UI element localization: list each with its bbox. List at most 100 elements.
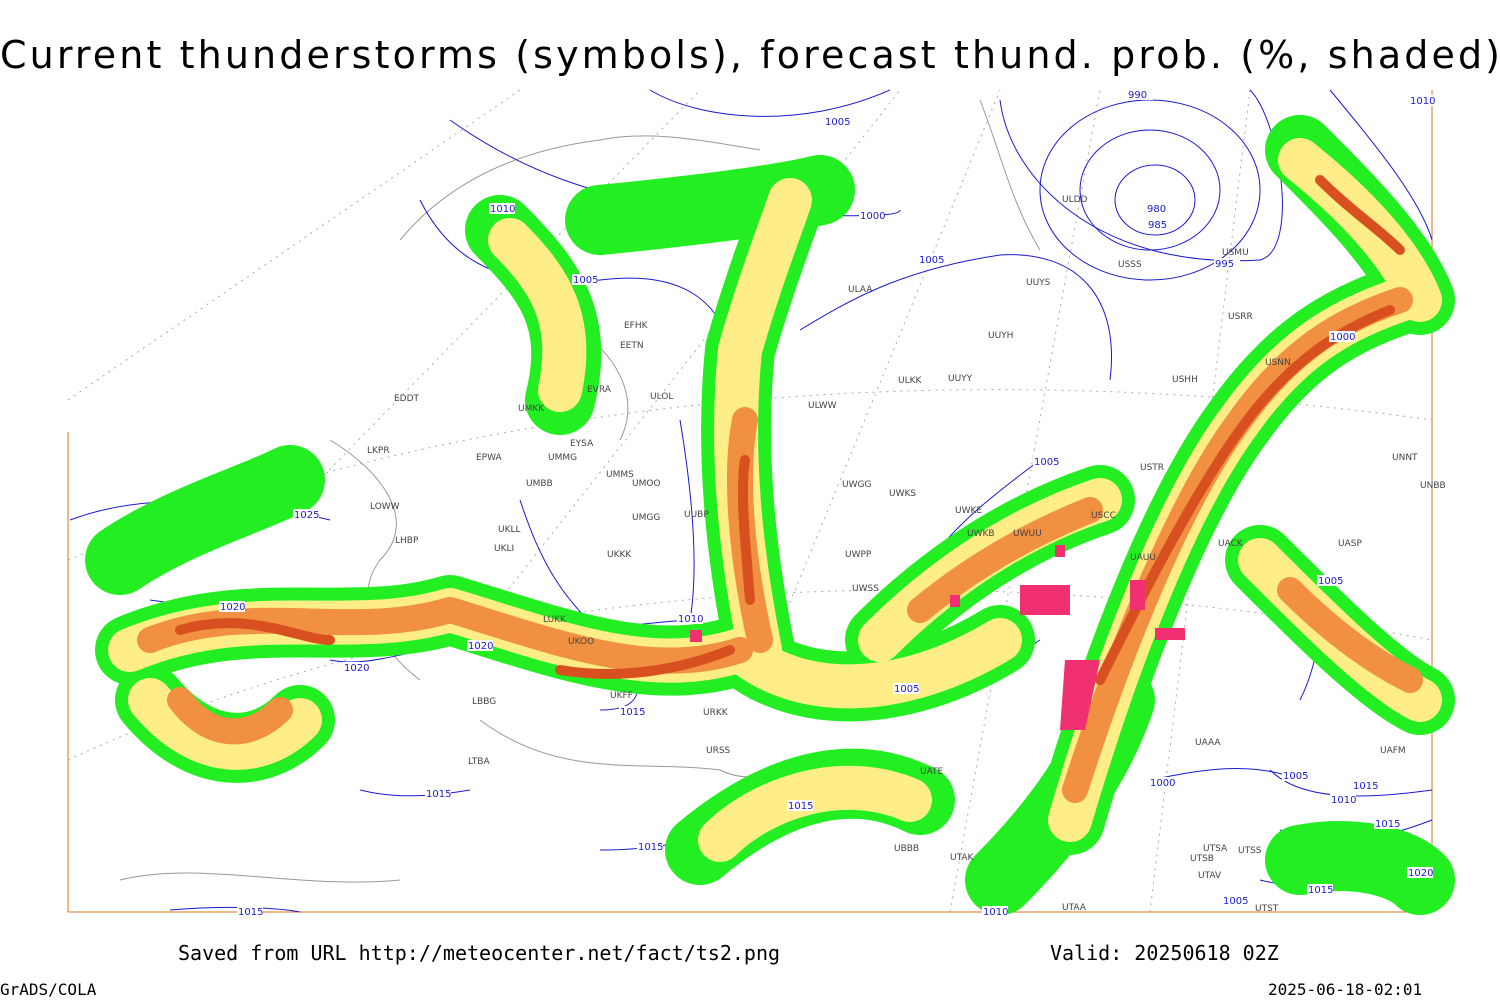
label-bg: [1409, 95, 1435, 106]
station-label: UTSB: [1190, 854, 1214, 864]
station-label: UTAV: [1198, 871, 1222, 881]
station-label: UWKS: [889, 489, 916, 499]
storm-cluster: [1130, 580, 1145, 610]
isobar-label: 1010: [1410, 96, 1435, 107]
isobar-label: 995: [1215, 259, 1234, 270]
label-bg: [1282, 770, 1308, 781]
station-label: UTSA: [1203, 844, 1228, 854]
isobar-label: 1005: [825, 117, 850, 128]
isobar-label: 1005: [894, 684, 919, 695]
station-label: UASP: [1338, 539, 1362, 549]
probability-shading: [85, 115, 1455, 915]
station-label: URSS: [706, 746, 731, 756]
station-label: EETN: [620, 341, 644, 351]
isobar-label: 1015: [620, 707, 645, 718]
label-bg: [1127, 89, 1153, 100]
station-label: URKK: [703, 708, 729, 718]
storm-symbols: [690, 545, 1185, 730]
isobar-label: 1000: [1330, 332, 1355, 343]
station-label: UMBB: [526, 479, 553, 489]
station-label: LUKK: [543, 615, 567, 625]
isobar-label: 1005: [1223, 896, 1248, 907]
station-label: LBBG: [472, 697, 496, 707]
station-label: UMMS: [606, 470, 634, 480]
storm-symbol: [690, 630, 702, 642]
station-label: UWUU: [1013, 529, 1042, 539]
isobar-label: 1020: [344, 663, 369, 674]
label-bg: [619, 706, 645, 717]
station-label: UMGG: [632, 513, 660, 523]
isobar-label: 1005: [1318, 576, 1343, 587]
station-label: USMU: [1222, 248, 1249, 258]
storm-cluster: [1155, 628, 1185, 640]
source-url: Saved from URL http://meteocenter.net/fa…: [178, 941, 780, 965]
isobar-label: 1005: [919, 255, 944, 266]
station-label: UAUU: [1130, 553, 1156, 563]
isobar-label: 1010: [490, 204, 515, 215]
station-label: UBBB: [894, 844, 919, 854]
timestamp: 2025-06-18-02:01: [1268, 980, 1422, 999]
station-label: UKFF: [610, 691, 633, 701]
isobar-label: 1010: [1331, 795, 1356, 806]
label-bg: [1146, 203, 1172, 214]
station-label: ULAA: [848, 285, 873, 295]
station-label: EVRA: [587, 385, 612, 395]
station-label: ULWW: [808, 401, 837, 411]
isobar-label: 1015: [1308, 885, 1333, 896]
station-label: USTR: [1140, 463, 1164, 473]
station-label: UWPP: [845, 550, 872, 560]
station-label: UNNT: [1392, 453, 1418, 463]
station-label: ULKK: [898, 376, 923, 386]
station-label: UATE: [920, 767, 944, 777]
station-label: UMMG: [548, 453, 577, 463]
label-bg: [1214, 258, 1240, 269]
station-label: UTST: [1255, 904, 1279, 914]
station-label: LTBA: [468, 757, 490, 767]
station-label: UKOO: [568, 637, 594, 647]
station-label: UUBP: [684, 510, 709, 520]
station-label: UUYS: [1026, 278, 1051, 288]
label-bg: [343, 662, 369, 673]
label-bg: [1307, 884, 1333, 895]
station-label: UMKK: [518, 404, 545, 414]
station-label: EPWA: [476, 453, 503, 463]
label-bg: [1033, 456, 1059, 467]
label-bg: [1352, 780, 1378, 791]
label-bg: [982, 906, 1008, 917]
label-bg: [918, 254, 944, 265]
station-label: EDDT: [394, 394, 420, 404]
isobar-label: 1005: [573, 275, 598, 286]
isobar-label: 1020: [1408, 868, 1433, 879]
label-bg: [1149, 777, 1175, 788]
station-label: UUYH: [988, 331, 1013, 341]
station-label: UWGG: [842, 480, 871, 490]
isobar-label: 1000: [860, 211, 885, 222]
station-label: UWKE: [955, 506, 982, 516]
map-labels: 1005 990 1010 1010 1000 1005 1005 995 980 985 1000…: [219, 89, 1446, 918]
station-label: UMOO: [632, 479, 661, 489]
station-label: UWKB: [967, 529, 995, 539]
station-label: USSS: [1118, 260, 1142, 270]
station-label: UTSS: [1238, 846, 1262, 856]
station-label: LHBP: [395, 536, 419, 546]
map: 1005 990 1010 1010 1000 1005 1005 995 980 985 1000…: [67, 89, 1455, 918]
label-bg: [1407, 867, 1433, 878]
isobar-label: 980: [1147, 204, 1166, 215]
station-label: UACK: [1218, 539, 1244, 549]
station-label: UTAA: [1062, 903, 1087, 913]
station-label: EYSA: [570, 439, 594, 449]
valid-time: Valid: 20250618 02Z: [1050, 941, 1279, 965]
station-label: USHH: [1172, 375, 1198, 385]
label-bg: [787, 800, 813, 811]
label-bg: [677, 613, 703, 624]
label-bg: [1329, 331, 1355, 342]
label-bg: [1147, 219, 1173, 230]
isobar-label: 1010: [678, 614, 703, 625]
station-label: EFHK: [624, 321, 649, 331]
label-bg: [237, 906, 263, 917]
station-label: ULDD: [1062, 195, 1088, 205]
station-label: UAFM: [1380, 746, 1406, 756]
isobar-label: 1020: [468, 641, 493, 652]
isobar-label: 1010: [983, 907, 1008, 918]
station-label: USRR: [1228, 312, 1253, 322]
